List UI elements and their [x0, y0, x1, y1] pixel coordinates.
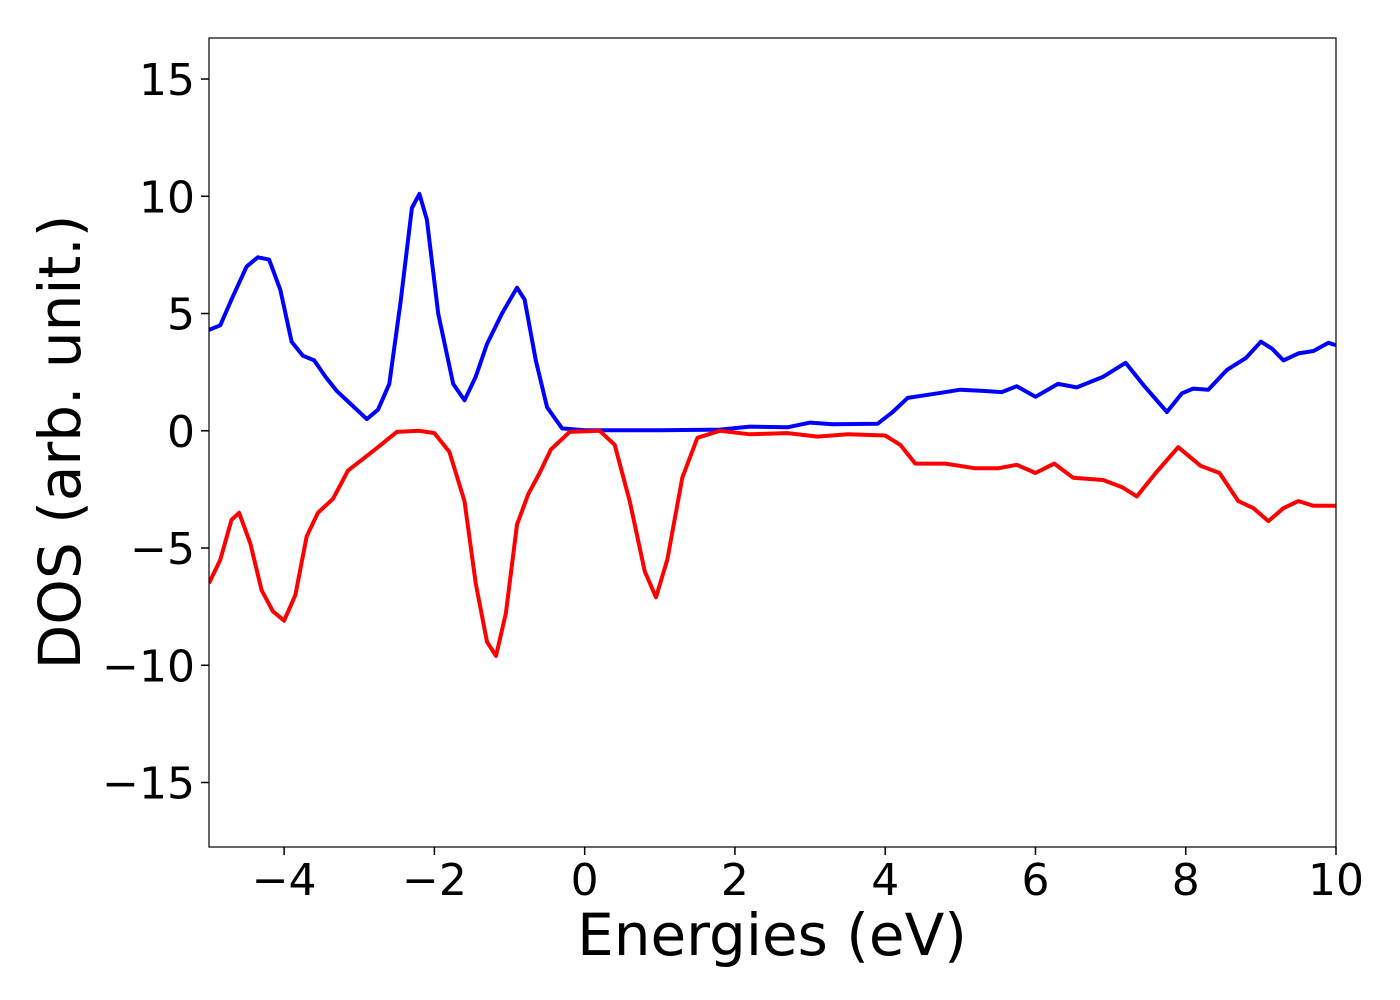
dos-line: [209, 428, 1336, 658]
x-tick-label: −2: [402, 855, 467, 906]
y-tick-label: 5: [167, 290, 195, 341]
y-tick-label: −15: [102, 759, 195, 810]
y-tick-label: −10: [102, 641, 195, 692]
x-tick-label: 0: [571, 855, 599, 906]
plot-lines: [209, 191, 1336, 658]
x-tick-label: 4: [871, 855, 899, 906]
y-tick-label: 0: [167, 407, 195, 458]
x-tick-label: 2: [721, 855, 749, 906]
y-tick-label: 10: [139, 172, 195, 223]
x-axis-label: Energies (eV): [577, 901, 967, 969]
dos-line: [209, 191, 1336, 433]
y-tick-label: 15: [139, 55, 195, 106]
y-axis-label: DOS (arb. unit.): [26, 215, 94, 670]
x-tick-label: 10: [1308, 855, 1364, 906]
x-tick-label: 8: [1172, 855, 1200, 906]
y-tick-label: −5: [130, 524, 195, 575]
x-tick-label: 6: [1021, 855, 1049, 906]
x-tick-label: −4: [252, 855, 317, 906]
plot-frame: [208, 37, 1337, 848]
